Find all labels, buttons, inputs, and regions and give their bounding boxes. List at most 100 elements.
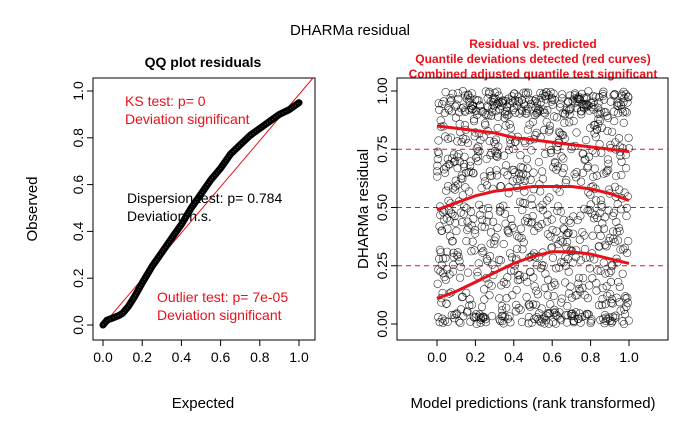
rvp-point — [490, 236, 499, 245]
rvp-point — [499, 96, 508, 105]
rvp-point — [503, 111, 512, 120]
rvp-point — [592, 125, 602, 134]
rvp-point — [451, 102, 460, 111]
rvp-point — [494, 112, 503, 121]
rvp-point — [481, 120, 490, 130]
rvp-point — [467, 103, 476, 113]
rvp-point — [568, 142, 577, 151]
rvp-point — [566, 282, 575, 291]
rvp-point — [451, 218, 460, 227]
rvp-point — [536, 98, 545, 107]
rvp-point — [597, 203, 606, 212]
rvp-title-line-1: Residual vs. predicted — [469, 37, 596, 51]
rvp-point — [455, 157, 465, 166]
rvp-point — [615, 227, 624, 236]
rvp-point — [434, 99, 443, 108]
rvp-point — [512, 244, 522, 253]
rvp-point — [525, 302, 535, 311]
rvp-point — [452, 100, 461, 109]
rvp-point — [592, 171, 602, 180]
rvp-point — [578, 273, 588, 283]
rvp-point — [458, 87, 468, 96]
rvp-point — [556, 236, 565, 245]
rvp-point — [552, 227, 561, 236]
rvp-point — [471, 95, 480, 104]
rvp-point — [480, 223, 489, 232]
rvp-point — [450, 212, 459, 221]
rvp-point — [620, 305, 629, 314]
rvp-point — [476, 210, 485, 219]
residual-vs-predicted-panel: Residual vs. predicted Quantile deviatio… — [355, 37, 669, 412]
rvp-point — [598, 91, 608, 101]
rvp-point — [603, 126, 612, 136]
rvp-point — [596, 107, 606, 116]
rvp-point — [455, 317, 464, 326]
rvp-point — [463, 138, 473, 148]
rvp-point — [498, 306, 507, 315]
rvp-point — [479, 247, 488, 256]
rvp-point — [451, 182, 460, 191]
rvp-point — [532, 261, 542, 270]
rvp-point — [552, 145, 562, 154]
rvp-point — [546, 146, 556, 155]
rvp-point — [561, 252, 570, 262]
rvp-point — [447, 95, 456, 105]
rvp-point — [607, 298, 616, 307]
rvp-point — [522, 155, 532, 164]
rvp-point — [558, 108, 568, 117]
rvp-point — [459, 162, 469, 171]
rvp-point — [524, 95, 534, 104]
rvp-point — [507, 214, 516, 224]
rvp-point — [580, 291, 589, 300]
rvp-point — [547, 282, 556, 291]
rvp-point — [606, 277, 616, 287]
rvp-point — [527, 217, 537, 227]
rvp-point — [437, 260, 446, 269]
qq-plot-panel: QQ plot residuals 0.0 0.2 0.4 0.6 0.8 1.0 0.0… — [24, 54, 316, 412]
rvp-point — [443, 224, 452, 233]
rvp-point — [575, 235, 584, 244]
rvp-point — [520, 176, 529, 185]
rvp-point — [536, 264, 546, 273]
rvp-point — [448, 89, 457, 98]
rvp-point — [587, 209, 596, 218]
rvp-point — [442, 247, 452, 256]
rvp-point — [557, 294, 567, 303]
rvp-point — [576, 256, 585, 265]
rvp-point — [602, 111, 612, 120]
rvp-point — [450, 310, 459, 320]
rvp-y-tick-label: 0.25 — [374, 252, 390, 279]
rvp-point — [621, 164, 631, 173]
rvp-point — [608, 299, 617, 308]
rvp-point — [457, 293, 467, 302]
rvp-point — [474, 96, 483, 105]
rvp-point — [624, 237, 633, 246]
rvp-point — [476, 136, 485, 145]
rvp-point — [485, 87, 494, 96]
rvp-point — [603, 291, 612, 301]
rvp-point — [511, 307, 520, 316]
rvp-point — [454, 252, 463, 261]
rvp-point — [467, 89, 476, 98]
rvp-point — [534, 223, 543, 232]
rvp-point — [462, 204, 471, 213]
rvp-point — [438, 314, 447, 323]
rvp-point — [465, 98, 475, 108]
rvp-point — [608, 261, 617, 270]
rvp-point — [621, 90, 630, 99]
outlier-test-annotation: Outlier test: p= 7e-05 — [157, 289, 288, 305]
rvp-point — [535, 203, 544, 212]
rvp-point — [559, 154, 568, 163]
rvp-point — [568, 258, 578, 267]
rvp-point — [608, 211, 618, 220]
rvp-point — [615, 282, 624, 291]
rvp-point — [439, 97, 448, 106]
rvp-y-tick-label: 0.00 — [374, 310, 390, 337]
rvp-point — [601, 108, 610, 117]
rvp-point — [531, 103, 540, 112]
rvp-point — [623, 298, 632, 307]
rvp-point — [607, 295, 617, 304]
rvp-point — [450, 158, 459, 167]
rvp-point — [584, 87, 593, 96]
rvp-point — [457, 171, 466, 180]
